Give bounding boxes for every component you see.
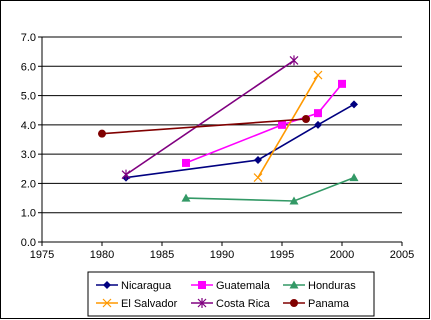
data-point-el-salvador (253, 173, 263, 182)
x-tick-label: 1990 (210, 249, 234, 261)
data-point-costa-rica (289, 55, 299, 66)
x-tick-label: 1985 (150, 249, 174, 261)
legend-box (87, 271, 375, 317)
legend-item-costa-rica: Costa Rica (191, 298, 271, 310)
data-point-panama (98, 129, 106, 138)
series-line-el-salvador (257, 74, 319, 178)
series-line-nicaragua (125, 103, 355, 179)
legend-marker (289, 280, 299, 289)
legend-marker (198, 281, 206, 289)
y-tick-label: 2.0 (21, 178, 36, 190)
y-tick-label: 7.0 (21, 32, 36, 44)
data-point-el-salvador (313, 70, 323, 80)
legend-item-el-salvador: El Salvador (96, 298, 178, 310)
legend-item-guatemala: Guatemala (191, 280, 271, 292)
data-point-panama (302, 115, 310, 123)
data-point-honduras (349, 173, 359, 182)
y-tick-label: 6.0 (21, 61, 36, 73)
data-point-honduras (289, 196, 299, 205)
data-point-guatemala (338, 79, 346, 88)
y-tick-label: 3.0 (21, 149, 36, 161)
series-panama (98, 115, 310, 138)
legend-marker (290, 299, 298, 307)
data-point-nicaragua (314, 120, 322, 129)
legend-label: Costa Rica (216, 298, 271, 310)
series-line-panama (101, 118, 307, 135)
x-tick-label: 2005 (390, 249, 414, 261)
series-line-costa-rica (125, 59, 295, 176)
data-point-guatemala (314, 109, 322, 118)
data-point-nicaragua (350, 100, 358, 109)
x-tick-label: 1980 (90, 249, 114, 261)
plot-background (42, 37, 402, 242)
y-tick-label: 1.0 (21, 208, 36, 220)
legend-label: Guatemala (216, 280, 271, 292)
y-tick-label: 5.0 (21, 91, 36, 103)
series-layer (98, 55, 359, 205)
legend-marker (102, 298, 112, 308)
y-tick-label: 0.0 (21, 237, 36, 249)
x-tick-label: 1995 (270, 249, 294, 261)
legend-label: El Salvador (121, 298, 178, 310)
legend-label: Nicaragua (121, 280, 172, 292)
series-costa-rica (121, 55, 299, 180)
gridlines (42, 36, 402, 214)
x-tick-label: 1975 (30, 249, 54, 261)
data-point-guatemala (182, 158, 190, 167)
series-nicaragua (122, 100, 358, 182)
data-point-guatemala (278, 120, 286, 129)
plot-area (42, 37, 402, 242)
data-point-nicaragua (254, 156, 262, 164)
legend-label: Panama (308, 298, 350, 310)
x-tick-label: 2000 (330, 249, 354, 261)
series-honduras (181, 173, 359, 205)
legend-item-nicaragua: Nicaragua (96, 280, 172, 292)
legend: Nicaragua Guatemala Honduras El Salvador Cos… (87, 271, 375, 317)
legend-label: Honduras (308, 280, 356, 292)
legend-item-honduras: Honduras (283, 280, 356, 292)
data-point-costa-rica (121, 169, 131, 180)
data-point-honduras (181, 193, 191, 202)
y-tick-label: 4.0 (21, 120, 36, 132)
legend-item-panama: Panama (283, 298, 350, 310)
legend-marker (197, 298, 207, 308)
axes: 0.0 1.0 2.0 3.0 4.0 5.0 6.0 7.0 1975 1980 1985 1990… (21, 32, 415, 261)
legend-marker (103, 281, 111, 289)
series-el-salvador (253, 70, 323, 182)
